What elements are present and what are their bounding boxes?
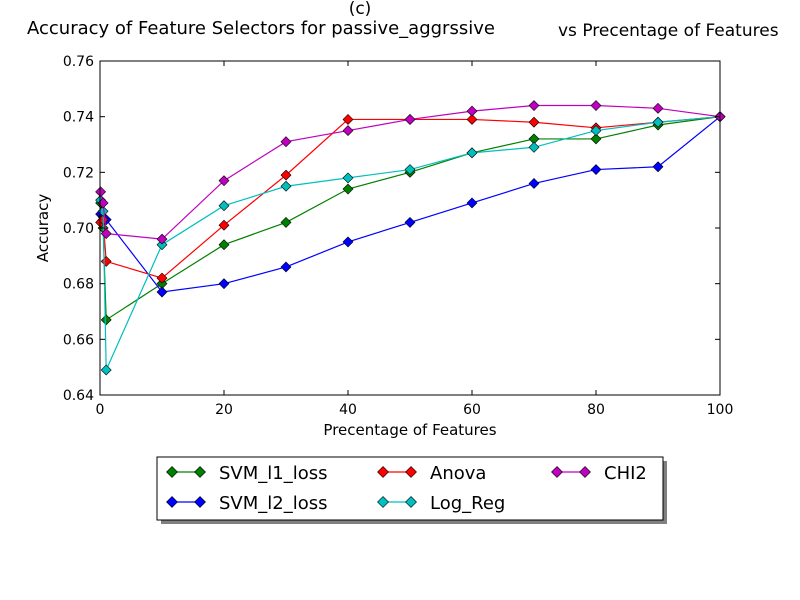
data-point (342, 172, 354, 184)
y-tick-label: 0.76 (63, 54, 94, 70)
chart-title-top: (c) (349, 0, 372, 19)
x-tick-label: 100 (707, 402, 734, 418)
legend-label: CHI2 (604, 463, 647, 484)
data-point (528, 141, 540, 153)
data-point (652, 102, 664, 114)
y-tick-label: 0.64 (63, 388, 94, 404)
legend-label: SVM_l2_loss (219, 493, 328, 514)
data-point (156, 272, 168, 284)
data-point (156, 233, 168, 245)
legend-marker (377, 496, 389, 508)
legend-item-Anova: Anova (377, 463, 486, 484)
x-tick-label: 60 (463, 402, 481, 418)
data-point (156, 239, 168, 251)
y-tick-label: 0.74 (63, 110, 94, 126)
data-point (528, 178, 540, 189)
data-point (280, 180, 292, 192)
legend-marker (551, 466, 563, 478)
data-point (218, 219, 230, 231)
legend-marker (166, 496, 178, 508)
data-point (100, 314, 112, 326)
y-axis-label: Accuracy (34, 194, 52, 263)
legend-label: SVM_l1_loss (219, 463, 328, 484)
data-point (590, 100, 602, 111)
data-point (590, 133, 602, 145)
data-point (342, 183, 354, 195)
legend-marker (405, 496, 417, 508)
series-Anova (95, 111, 726, 284)
data-point (218, 239, 230, 251)
series-line (100, 116, 721, 293)
series-line (100, 116, 721, 371)
legend-marker (405, 466, 417, 478)
data-point (280, 136, 292, 148)
data-point (590, 125, 602, 137)
data-point (528, 100, 540, 111)
series-CHI2 (95, 100, 726, 245)
legend-item-SVM_l1_loss: SVM_l1_loss (166, 463, 328, 484)
series-Log_Reg (95, 111, 726, 376)
legend-marker (377, 466, 389, 478)
data-point (404, 164, 416, 175)
legend-label: Log_Reg (430, 493, 505, 514)
data-point (280, 169, 292, 181)
y-tick-label: 0.66 (63, 332, 94, 348)
data-point (100, 255, 112, 267)
data-point (280, 217, 292, 228)
plot-frame (99, 60, 721, 396)
legend-item-SVM_l2_loss: SVM_l2_loss (166, 493, 328, 514)
data-point (100, 228, 112, 239)
data-point (100, 364, 112, 376)
x-tick-label: 0 (96, 402, 105, 418)
data-point (342, 114, 354, 125)
data-point (156, 286, 168, 298)
data-point (218, 175, 230, 187)
y-tick-label: 0.68 (63, 277, 94, 293)
legend-item-Log_Reg: Log_Reg (377, 493, 505, 514)
x-axis-label: Precentage of Features (323, 421, 496, 439)
x-tick-label: 40 (339, 402, 357, 418)
legend-marker (194, 496, 206, 508)
data-point (342, 125, 354, 137)
series-line (100, 116, 721, 279)
legend-marker (579, 466, 591, 478)
chart-title-left: Accuracy of Feature Selectors for passiv… (27, 18, 495, 39)
legend-marker (166, 466, 178, 478)
data-point (528, 116, 540, 128)
legend: SVM_l1_loss SVM_l2_loss Anova Log_Reg CHI2 (156, 456, 667, 524)
data-point (95, 186, 107, 198)
data-point (404, 114, 416, 125)
chart-title-right: vs Precentage of Features (558, 21, 779, 41)
x-tick-label: 80 (587, 402, 605, 418)
data-point (590, 164, 602, 175)
y-tick-label: 0.72 (63, 165, 94, 181)
data-point (218, 278, 230, 290)
y-tick-label: 0.70 (63, 221, 94, 237)
series-SVM_l2_loss (95, 111, 726, 298)
data-point (218, 200, 230, 212)
data-point (466, 147, 478, 159)
data-point (466, 197, 478, 209)
x-tick-label: 20 (215, 402, 233, 418)
data-point (652, 116, 664, 128)
legend-item-CHI2: CHI2 (551, 463, 647, 484)
data-point (280, 261, 292, 273)
data-point (342, 236, 354, 248)
data-point (466, 105, 478, 117)
legend-marker (194, 466, 206, 478)
data-point (404, 217, 416, 228)
data-point (466, 114, 478, 125)
data-point (652, 161, 664, 173)
legend-label: Anova (430, 463, 486, 484)
